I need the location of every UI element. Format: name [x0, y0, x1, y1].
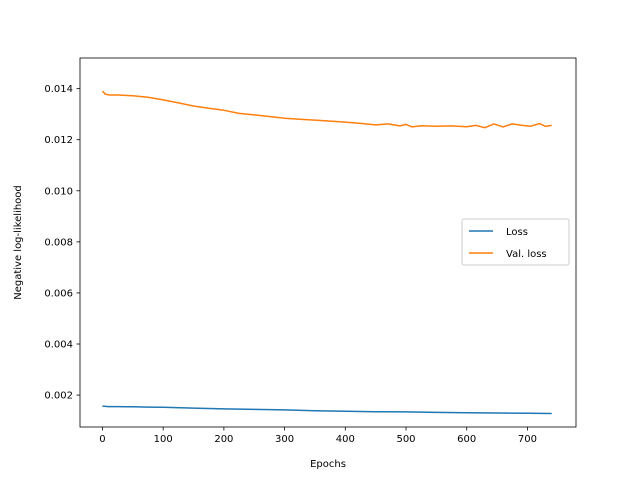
series-line-loss: [102, 405, 552, 415]
x-tick-label: 700: [518, 434, 537, 445]
y-tick-label: 0.006: [44, 288, 73, 299]
y-tick-label: 0.004: [44, 340, 73, 351]
y-tick-label: 0.002: [44, 391, 73, 402]
x-tick-label: 100: [154, 434, 173, 445]
x-tick-label: 200: [214, 434, 233, 445]
y-axis-label: Negative log-likelihood: [13, 185, 24, 300]
legend-label-val-loss: Val. loss: [506, 249, 547, 260]
legend-label-loss: Loss: [506, 227, 528, 238]
y-tick-label: 0.010: [44, 186, 73, 197]
series-line-val-loss: [101, 90, 552, 129]
x-tick-label: 0: [99, 434, 105, 445]
y-tick-label: 0.012: [44, 135, 73, 146]
series-layer: [101, 90, 552, 415]
x-tick-label: 400: [336, 434, 355, 445]
x-tick-label: 500: [396, 434, 415, 445]
x-axis-label: Epochs: [310, 459, 346, 470]
plot-frame: [79, 57, 577, 428]
y-tick-label: 0.008: [44, 237, 73, 248]
x-tick-label: 300: [275, 434, 294, 445]
x-tick-label: 600: [457, 434, 476, 445]
y-axis-ticks: 0.002 0.004 0.006 0.008 0.010 0.012 0.014: [44, 84, 80, 402]
x-axis-ticks: 0 100 200 300 400 500 600 700: [99, 427, 537, 445]
legend: Loss Val. loss: [461, 218, 570, 266]
y-tick-label: 0.014: [44, 84, 73, 95]
